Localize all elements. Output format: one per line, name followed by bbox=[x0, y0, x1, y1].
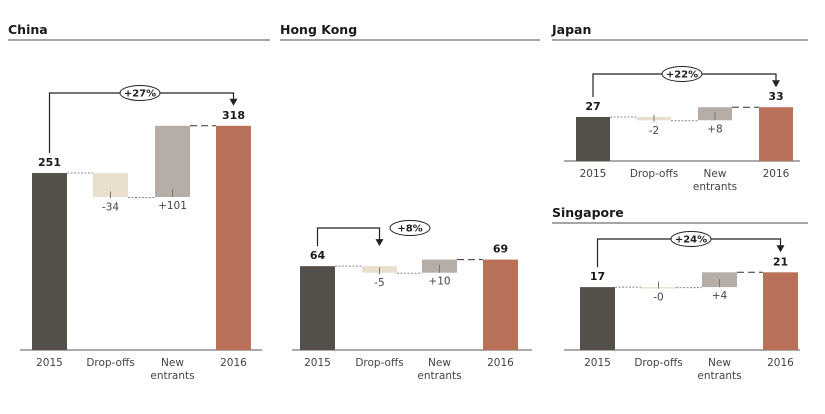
value-label-2015: 64 bbox=[310, 249, 326, 262]
category-label: New bbox=[708, 357, 731, 369]
bar-2016 bbox=[763, 272, 798, 350]
value-label-dropoffs: -5 bbox=[374, 277, 384, 289]
category-label: entrants bbox=[697, 370, 741, 382]
category-label: New bbox=[161, 357, 184, 369]
growth-bracket bbox=[316, 227, 381, 247]
bar-2015 bbox=[580, 287, 615, 350]
arrow-down-icon bbox=[375, 239, 384, 247]
value-label-dropoffs: -34 bbox=[102, 202, 119, 214]
arrow-down-icon bbox=[772, 80, 780, 88]
category-label: 2015 bbox=[580, 168, 607, 180]
value-label-dropoffs: -2 bbox=[649, 125, 659, 137]
value-label-dropoffs: -0 bbox=[653, 292, 663, 304]
bar-2015 bbox=[300, 266, 335, 350]
category-label: entrants bbox=[150, 370, 194, 382]
category-label: 2015 bbox=[304, 357, 331, 369]
value-label-2016: 21 bbox=[773, 255, 788, 268]
category-label: entrants bbox=[417, 370, 461, 382]
growth-bracket bbox=[48, 92, 235, 154]
category-label: New bbox=[704, 168, 727, 180]
bar-2015 bbox=[576, 116, 610, 161]
value-label-2015: 17 bbox=[590, 270, 605, 283]
value-label-2016: 69 bbox=[493, 243, 508, 256]
arrow-down-icon bbox=[229, 98, 238, 106]
value-label-2015: 251 bbox=[38, 156, 61, 169]
growth-badge bbox=[389, 220, 431, 236]
arrow-down-icon bbox=[776, 245, 785, 253]
growth-label: +24% bbox=[675, 235, 707, 246]
chart-title: Hong Kong bbox=[280, 22, 357, 37]
growth-label: +8% bbox=[397, 224, 422, 235]
bar-2015 bbox=[32, 173, 67, 350]
value-label-2016: 33 bbox=[768, 90, 783, 103]
category-label: 2016 bbox=[487, 357, 514, 369]
category-label: entrants bbox=[693, 181, 737, 193]
bar-new-entrants bbox=[155, 125, 190, 198]
bar-2016 bbox=[759, 107, 793, 161]
category-label: Drop-offs bbox=[86, 357, 134, 369]
chart-title: Japan bbox=[551, 22, 591, 37]
growth-badge bbox=[670, 231, 712, 247]
category-label: 2015 bbox=[584, 357, 611, 369]
category-label: Drop-offs bbox=[355, 357, 403, 369]
value-label-2016: 318 bbox=[222, 109, 245, 122]
category-label: 2016 bbox=[763, 168, 790, 180]
chart-title: Singapore bbox=[552, 205, 624, 220]
bar-2016 bbox=[483, 259, 518, 350]
growth-badge bbox=[661, 66, 703, 82]
bar-2016 bbox=[216, 125, 251, 350]
value-label-new-entrants: +101 bbox=[158, 200, 187, 212]
category-label: 2015 bbox=[36, 357, 63, 369]
category-label: Drop-offs bbox=[634, 357, 682, 369]
category-label: 2016 bbox=[767, 357, 794, 369]
value-label-new-entrants: +4 bbox=[712, 290, 728, 302]
value-label-new-entrants: +10 bbox=[428, 276, 450, 288]
growth-label: +27% bbox=[124, 89, 156, 100]
value-label-new-entrants: +8 bbox=[707, 123, 722, 135]
category-label: New bbox=[428, 357, 451, 369]
growth-label: +22% bbox=[666, 70, 698, 81]
growth-badge bbox=[119, 85, 161, 101]
category-label: 2016 bbox=[220, 357, 247, 369]
category-label: Drop-offs bbox=[630, 168, 678, 180]
bar-dropoffs bbox=[93, 173, 128, 198]
value-label-2015: 27 bbox=[585, 100, 600, 113]
chart-title: China bbox=[8, 22, 48, 37]
